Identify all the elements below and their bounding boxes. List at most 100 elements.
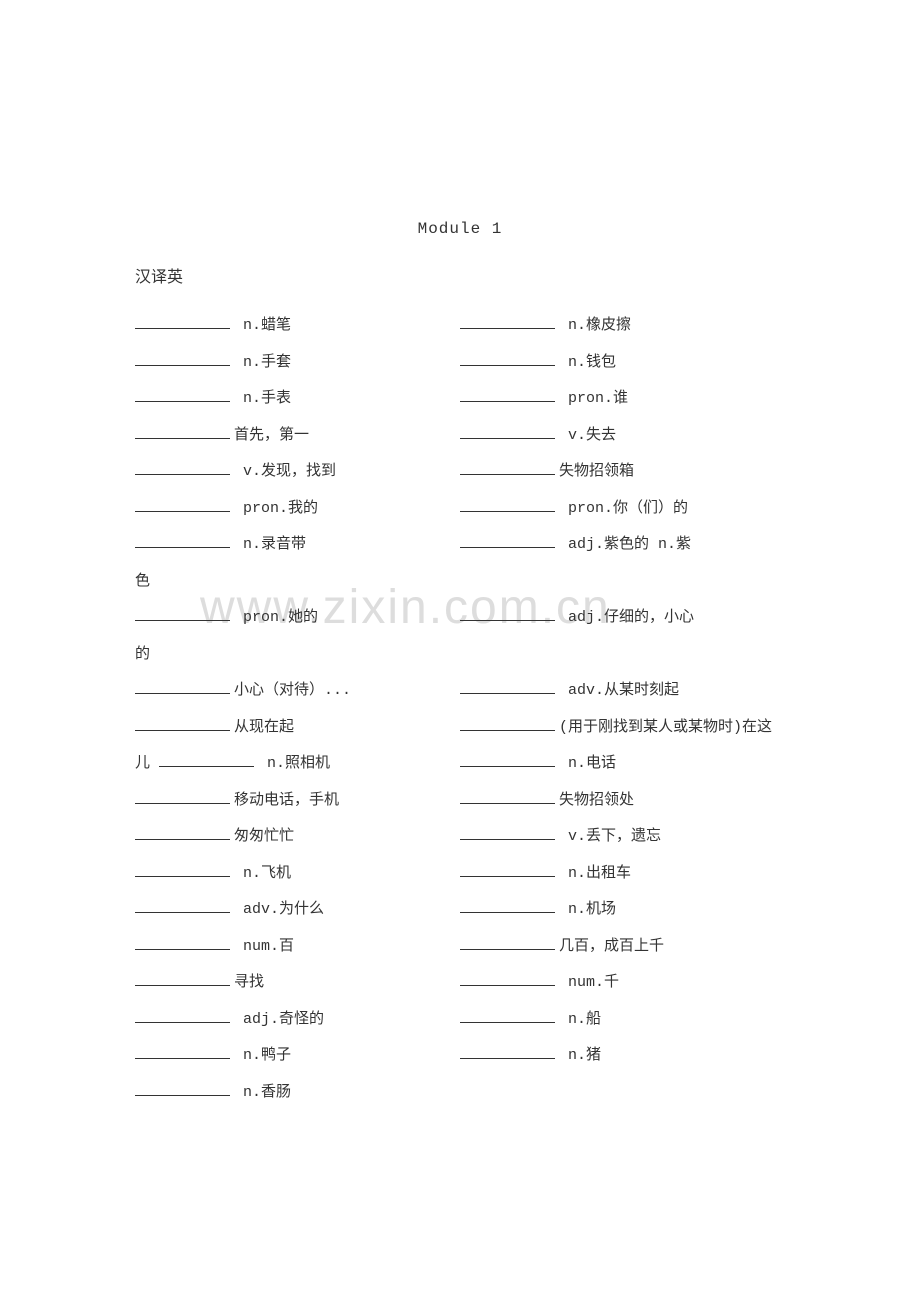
blank-line <box>460 784 555 803</box>
vocab-entry-left: 寻找 <box>135 964 460 999</box>
vocab-entry-left: n.手套 <box>135 344 460 379</box>
entry-text: n.香肠 <box>234 1084 291 1101</box>
vocab-row: 寻找 num.千 <box>135 964 785 999</box>
vocab-entry-left: n.飞机 <box>135 855 460 890</box>
blank-line <box>135 310 230 329</box>
blank-line <box>460 821 555 840</box>
entry-text: n.手表 <box>234 390 291 407</box>
entry-text: pron.你（们）的 <box>559 500 688 517</box>
entry-text: adv.为什么 <box>234 901 324 918</box>
entry-text: n.鸭子 <box>234 1047 291 1064</box>
entry-text: 寻找 <box>234 974 264 991</box>
entry-text: n.机场 <box>559 901 616 918</box>
blank-line <box>460 529 555 548</box>
blank-line <box>135 1003 230 1022</box>
entry-text: num.百 <box>234 938 294 955</box>
entry-text: n.猪 <box>559 1047 601 1064</box>
entry-text: n.蜡笔 <box>234 317 291 334</box>
entry-text: pron.她的 <box>234 609 318 626</box>
blank-line <box>460 967 555 986</box>
blank-line <box>135 821 230 840</box>
entry-text: 失物招领处 <box>559 792 634 809</box>
blank-line <box>135 419 230 438</box>
vocab-row: num.百 几百，成百上千 <box>135 928 785 963</box>
vocab-entry-right: n.出租车 <box>460 855 785 890</box>
vocab-row: 匆匆忙忙 v.丢下，遗忘 <box>135 818 785 853</box>
entry-text: (用于刚找到某人或某物时)在这 <box>559 719 772 736</box>
vocab-entry-left: n.香肠 <box>135 1074 460 1109</box>
entry-text: n.船 <box>559 1011 601 1028</box>
vocab-row: 儿 n.照相机 n.电话 <box>135 745 785 780</box>
blank-line <box>460 748 555 767</box>
vocab-entry-left: n.鸭子 <box>135 1037 460 1072</box>
blank-line <box>135 675 230 694</box>
entry-text: n.电话 <box>559 755 616 772</box>
vocab-row: 小心（对待）... adv.从某时刻起 <box>135 672 785 707</box>
vocab-entry-left: n.手表 <box>135 380 460 415</box>
vocab-row: 移动电话，手机 失物招领处 <box>135 782 785 817</box>
vocab-entry-right: 几百，成百上千 <box>460 928 785 963</box>
blank-line <box>135 784 230 803</box>
vocab-entry-left: pron.她的 <box>135 599 460 634</box>
vocab-entry-left: pron.我的 <box>135 490 460 525</box>
vocab-row-continuation: 的 <box>135 636 785 671</box>
blank-line <box>460 383 555 402</box>
vocab-row: 从现在起 (用于刚找到某人或某物时)在这 <box>135 709 785 744</box>
vocab-entry-continuation: 的 <box>135 636 460 671</box>
vocab-entry-right: n.钱包 <box>460 344 785 379</box>
blank-line <box>135 711 230 730</box>
blank-line <box>460 602 555 621</box>
blank-line <box>135 602 230 621</box>
vocab-entry-right: adv.从某时刻起 <box>460 672 785 707</box>
vocab-row: adj.奇怪的 n.船 <box>135 1001 785 1036</box>
vocab-row: n.香肠 <box>135 1074 785 1109</box>
vocab-entry-continuation: 色 <box>135 563 460 598</box>
blank-line <box>460 346 555 365</box>
entry-text: adj.仔细的，小心 <box>559 609 694 626</box>
entry-text: n.照相机 <box>258 755 330 772</box>
vocab-entry-left: 移动电话，手机 <box>135 782 460 817</box>
vocab-row: n.录音带 adj.紫色的 n.紫 <box>135 526 785 561</box>
entry-text: 失物招领箱 <box>559 463 634 480</box>
entry-text: adv.从某时刻起 <box>559 682 679 699</box>
blank-line <box>460 711 555 730</box>
vocab-entry-left: 首先，第一 <box>135 417 460 452</box>
entry-text: v.发现，找到 <box>234 463 336 480</box>
vocab-entry-left: num.百 <box>135 928 460 963</box>
vocab-entry-right: v.丢下，遗忘 <box>460 818 785 853</box>
blank-line <box>460 930 555 949</box>
entry-text: n.出租车 <box>559 865 631 882</box>
vocab-entry-left: n.录音带 <box>135 526 460 561</box>
vocab-entry-right: n.机场 <box>460 891 785 926</box>
blank-line <box>460 456 555 475</box>
blank-line <box>135 456 230 475</box>
vocab-entry-left: 小心（对待）... <box>135 672 460 707</box>
vocab-entry-right: n.橡皮擦 <box>460 307 785 342</box>
blank-line <box>460 492 555 511</box>
module-title: Module 1 <box>135 220 785 238</box>
vocab-entry-right: n.电话 <box>460 745 785 780</box>
entry-text: 小心（对待）... <box>234 682 351 699</box>
vocab-entry-left: 匆匆忙忙 <box>135 818 460 853</box>
blank-line <box>135 930 230 949</box>
vocab-entry-left: 从现在起 <box>135 709 460 744</box>
vocab-entry-right: adj.紫色的 n.紫 <box>460 526 785 561</box>
blank-line <box>159 748 254 767</box>
vocab-row: 首先，第一 v.失去 <box>135 417 785 452</box>
entry-text: adj.紫色的 n.紫 <box>559 536 691 553</box>
entry-text: v.失去 <box>559 427 616 444</box>
blank-line <box>460 310 555 329</box>
vocab-entry-right: pron.你（们）的 <box>460 490 785 525</box>
blank-line <box>135 529 230 548</box>
vocab-entry-right: pron.谁 <box>460 380 785 415</box>
vocab-row: n.飞机 n.出租车 <box>135 855 785 890</box>
vocab-row: n.蜡笔 n.橡皮擦 <box>135 307 785 342</box>
entry-text: 色 <box>135 573 150 590</box>
entry-text: 从现在起 <box>234 719 294 736</box>
blank-line <box>135 857 230 876</box>
vocab-row: n.鸭子 n.猪 <box>135 1037 785 1072</box>
entry-text-prefix: 儿 <box>135 755 159 772</box>
blank-line <box>460 419 555 438</box>
blank-line <box>460 1040 555 1059</box>
blank-line <box>460 1003 555 1022</box>
